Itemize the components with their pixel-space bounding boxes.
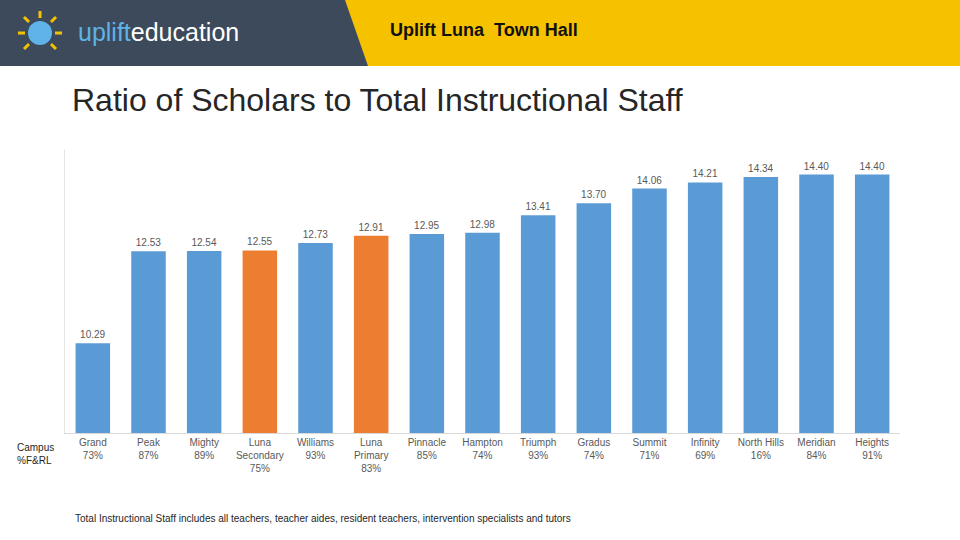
svg-text:Heights91%: Heights91% [855, 437, 889, 461]
svg-text:Hampton74%: Hampton74% [462, 437, 503, 461]
svg-text:Triumph93%: Triumph93% [520, 437, 556, 461]
svg-text:14.21: 14.21 [692, 168, 717, 179]
svg-text:14.40: 14.40 [804, 161, 829, 172]
svg-text:14.34: 14.34 [748, 163, 773, 174]
svg-text:Mighty89%: Mighty89% [189, 437, 218, 461]
svg-text:Peak87%: Peak87% [137, 437, 161, 461]
svg-text:12.98: 12.98 [470, 219, 495, 230]
svg-text:Grand73%: Grand73% [79, 437, 107, 461]
svg-text:10.29: 10.29 [80, 329, 105, 340]
svg-text:Total Instructional Staff incl: Total Instructional Staff includes all t… [75, 513, 571, 524]
svg-text:14.06: 14.06 [637, 175, 662, 186]
svg-text:North Hills16%: North Hills16% [738, 437, 784, 461]
svg-text:Ratio of Scholars to Total Ins: Ratio of Scholars to Total Instructional… [72, 82, 683, 118]
svg-text:13.70: 13.70 [581, 189, 606, 200]
svg-text:Campus%F&RL: Campus%F&RL [17, 442, 54, 466]
svg-text:14.40: 14.40 [859, 161, 884, 172]
svg-text:12.95: 12.95 [414, 220, 439, 231]
svg-text:Pinnacle85%: Pinnacle85% [408, 437, 447, 461]
svg-text:Williams93%: Williams93% [297, 437, 334, 461]
svg-text:13.41: 13.41 [525, 201, 550, 212]
svg-text:12.91: 12.91 [358, 222, 383, 233]
svg-text:12.54: 12.54 [191, 237, 216, 248]
svg-text:Gradus74%: Gradus74% [577, 437, 610, 461]
svg-text:LunaSecondary75%: LunaSecondary75% [236, 437, 284, 474]
svg-text:12.53: 12.53 [136, 237, 161, 248]
svg-text:12.55: 12.55 [247, 236, 272, 247]
svg-text:12.73: 12.73 [303, 229, 328, 240]
html-text:Uplift Luna Town Hall: Uplift Luna Town Hall [390, 20, 578, 40]
html-text:uplift education: uplift education [78, 18, 240, 46]
svg-text:LunaPrimary83%: LunaPrimary83% [354, 437, 388, 474]
svg-text:Meridian84%: Meridian84% [797, 437, 835, 461]
svg-text:Infinity69%: Infinity69% [691, 437, 720, 461]
svg-text:Summit71%: Summit71% [633, 437, 667, 461]
